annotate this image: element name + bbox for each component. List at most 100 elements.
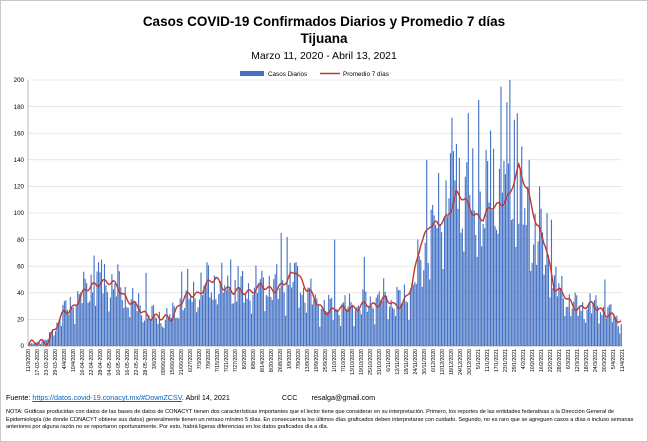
daily-bar — [224, 285, 226, 346]
daily-bar — [194, 298, 196, 346]
daily-bar — [32, 343, 34, 346]
x-tick-label: 26/8/2020 — [278, 349, 284, 372]
daily-bar — [531, 262, 533, 346]
daily-bar — [427, 262, 429, 346]
daily-bar — [206, 262, 208, 346]
daily-bar — [176, 317, 178, 346]
daily-bar — [420, 260, 422, 346]
x-tick-label: 22-05-2020 — [134, 349, 140, 376]
daily-bar — [57, 323, 60, 346]
daily-bar — [518, 223, 520, 346]
daily-bar — [550, 219, 553, 346]
daily-bar — [369, 296, 371, 346]
daily-bar — [473, 210, 475, 346]
x-tick-label: 15/06/2020 — [170, 349, 176, 375]
daily-bar — [455, 143, 457, 346]
daily-bar — [329, 298, 331, 346]
daily-bar — [491, 210, 493, 346]
daily-bar — [561, 275, 563, 346]
daily-bar — [342, 302, 345, 346]
author-email: resalga@gmail.com — [311, 393, 376, 402]
daily-bar — [577, 315, 579, 346]
daily-bar — [460, 232, 462, 346]
source-link[interactable]: https://datos.covid-19.conacyt.mx/#DownZ… — [32, 393, 182, 402]
daily-bar — [487, 161, 489, 346]
daily-bar — [378, 291, 380, 346]
daily-bar — [92, 292, 94, 346]
daily-bar — [582, 302, 584, 346]
daily-bar — [29, 343, 31, 346]
daily-bar — [231, 303, 233, 346]
daily-bar — [86, 283, 88, 346]
daily-bar — [421, 286, 423, 346]
x-tick-label: 8/14/2020 — [260, 349, 266, 372]
x-tick-label: 25/10/2020 — [368, 349, 374, 375]
daily-bar — [559, 287, 561, 346]
daily-bar — [308, 287, 310, 346]
daily-bar — [485, 150, 487, 346]
daily-bar — [209, 297, 211, 346]
daily-bar — [100, 259, 103, 346]
daily-bar — [114, 283, 116, 346]
daily-bar — [498, 168, 501, 346]
daily-bar — [204, 284, 207, 346]
chart-date-range: Marzo 11, 2020 - Abril 13, 2021 — [251, 50, 397, 62]
daily-bar — [78, 294, 80, 346]
daily-bar — [386, 295, 388, 346]
daily-bar — [158, 311, 160, 346]
daily-bar — [63, 301, 65, 346]
daily-bar — [331, 297, 333, 346]
daily-bar — [537, 241, 539, 346]
daily-bar — [549, 297, 551, 346]
daily-bar — [141, 315, 143, 346]
y-tick-label: 100 — [14, 210, 25, 217]
x-tick-label: 12/12/2020 — [440, 349, 446, 375]
y-tick-label: 120 — [14, 184, 25, 191]
daily-bar — [380, 300, 382, 346]
daily-bar — [200, 272, 202, 346]
daily-bar — [479, 191, 481, 346]
daily-bar — [146, 318, 149, 346]
daily-bar — [530, 270, 532, 346]
daily-bar — [127, 307, 129, 346]
daily-bar — [390, 299, 392, 346]
daily-bar — [564, 316, 566, 346]
daily-bar — [553, 275, 555, 346]
source-line: Fuente: https://datos.covid-19.conacyt.m… — [6, 393, 375, 402]
daily-bar — [90, 274, 92, 346]
daily-bar — [448, 198, 450, 346]
x-tick-label: 28-04-2020 — [98, 349, 104, 376]
daily-bar — [521, 146, 523, 346]
daily-bar — [249, 300, 251, 346]
daily-bar — [396, 286, 398, 346]
x-tick-label: 28/2/2021 — [557, 349, 563, 372]
daily-bar — [509, 80, 511, 346]
daily-bar — [510, 220, 512, 346]
daily-bar — [423, 270, 425, 346]
daily-bar — [469, 195, 471, 346]
daily-bar — [356, 307, 358, 346]
chart-title: Casos COVID-19 Confirmados Diarios y Pro… — [142, 14, 506, 29]
daily-bar — [185, 290, 187, 346]
x-tick-label: 10-05-2020 — [116, 349, 122, 376]
daily-bar — [222, 292, 224, 346]
x-tick-label: 7/9/2020 — [296, 349, 302, 369]
daily-bar — [123, 308, 125, 346]
daily-bar — [173, 306, 175, 346]
daily-bar — [155, 318, 158, 346]
daily-bar — [219, 280, 221, 346]
daily-bar — [316, 298, 318, 346]
x-tick-label: 8/2/2020 — [242, 349, 248, 369]
daily-bar — [154, 316, 156, 346]
daily-bar — [280, 232, 282, 346]
daily-bar — [616, 315, 618, 346]
daily-bar — [252, 294, 254, 346]
x-tick-label: 21/06/2020 — [179, 349, 185, 375]
daily-bar — [613, 313, 615, 346]
daily-bar — [451, 117, 453, 346]
daily-bar — [458, 157, 460, 346]
daily-bar — [374, 324, 376, 346]
daily-bar — [234, 279, 236, 346]
daily-bar — [242, 270, 244, 346]
daily-bar — [595, 295, 597, 346]
